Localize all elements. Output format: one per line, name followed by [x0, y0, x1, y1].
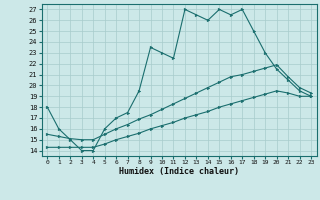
- X-axis label: Humidex (Indice chaleur): Humidex (Indice chaleur): [119, 167, 239, 176]
